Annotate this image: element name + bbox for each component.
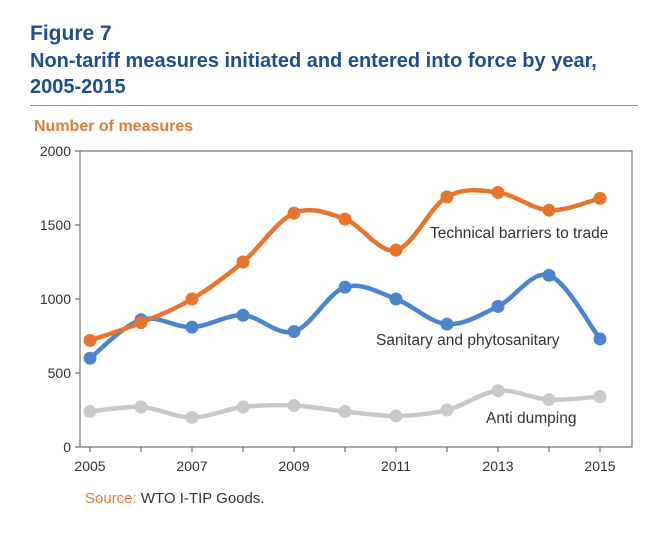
data-point bbox=[236, 255, 250, 269]
y-tick-label: 0 bbox=[63, 439, 71, 455]
figure-label: Figure 7 bbox=[30, 22, 112, 45]
data-point bbox=[542, 393, 556, 407]
y-axis-label: Number of measures bbox=[34, 118, 194, 135]
data-point bbox=[287, 206, 301, 220]
data-point bbox=[185, 410, 199, 424]
x-tick-label: 2007 bbox=[176, 458, 207, 474]
series-label-anti-dumping: Anti dumping bbox=[486, 410, 576, 427]
data-point bbox=[389, 409, 403, 423]
data-point bbox=[593, 332, 607, 346]
y-tick-label: 1000 bbox=[40, 291, 71, 307]
data-point bbox=[338, 280, 352, 294]
data-point bbox=[83, 404, 97, 418]
y-tick-label: 500 bbox=[48, 365, 72, 381]
data-point bbox=[83, 333, 97, 347]
data-point bbox=[440, 317, 454, 331]
series-label-sanitary: Sanitary and phytosanitary bbox=[376, 332, 560, 349]
source-text: WTO I-TIP Goods. bbox=[136, 490, 265, 507]
source-key: Source: bbox=[85, 490, 137, 507]
data-point bbox=[185, 292, 199, 306]
data-point bbox=[593, 390, 607, 404]
data-point bbox=[287, 399, 301, 413]
x-tick-label: 2005 bbox=[74, 458, 105, 474]
title-divider bbox=[30, 105, 638, 106]
figure-title: Non-tariff measures initiated and entere… bbox=[30, 50, 597, 98]
y-tick-label: 2000 bbox=[40, 143, 71, 159]
x-tick-label: 2013 bbox=[482, 458, 513, 474]
data-point bbox=[134, 400, 148, 414]
data-point bbox=[491, 299, 505, 313]
data-point bbox=[83, 351, 97, 365]
data-point bbox=[338, 212, 352, 226]
data-point bbox=[287, 325, 301, 339]
x-tick-label: 2009 bbox=[278, 458, 309, 474]
data-point bbox=[491, 384, 505, 398]
data-point bbox=[134, 316, 148, 330]
data-point bbox=[491, 185, 505, 199]
x-tick-label: 2015 bbox=[584, 458, 615, 474]
data-point bbox=[440, 403, 454, 417]
data-point bbox=[440, 190, 454, 204]
data-point bbox=[338, 404, 352, 418]
series-label-technical-barriers: Technical barriers to trade bbox=[430, 225, 608, 242]
data-point bbox=[542, 203, 556, 217]
data-point bbox=[542, 268, 556, 282]
data-point bbox=[593, 191, 607, 205]
data-point bbox=[389, 243, 403, 257]
data-point bbox=[236, 308, 250, 322]
x-tick-label: 2011 bbox=[381, 458, 411, 474]
y-tick-label: 1500 bbox=[40, 217, 71, 233]
data-point bbox=[185, 320, 199, 334]
data-point bbox=[389, 292, 403, 306]
data-point bbox=[236, 400, 250, 414]
source-note: Source: WTO I-TIP Goods. bbox=[85, 490, 265, 507]
